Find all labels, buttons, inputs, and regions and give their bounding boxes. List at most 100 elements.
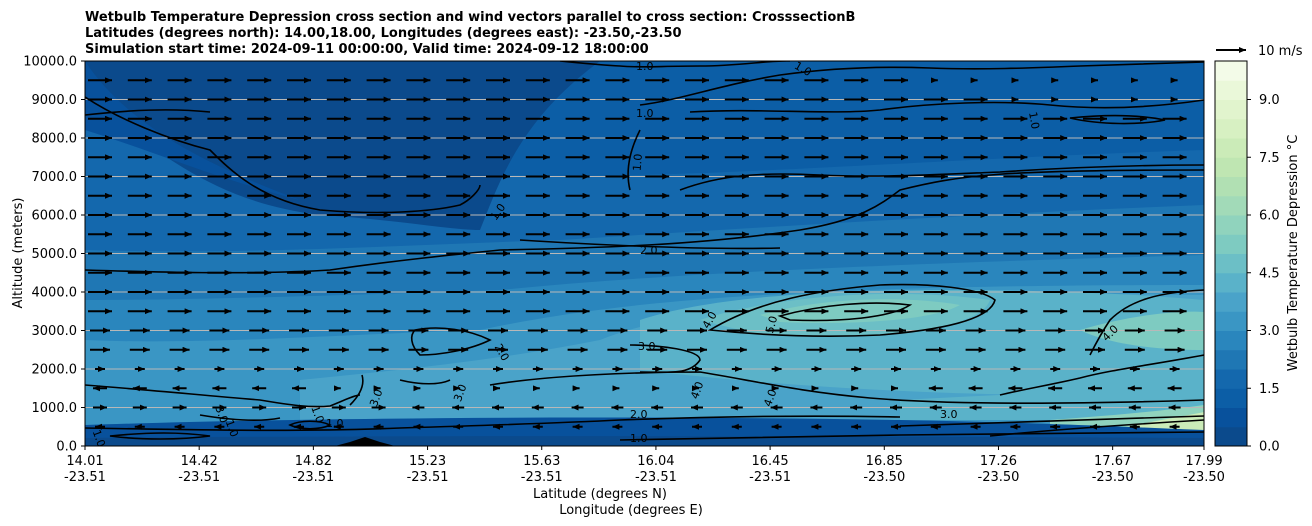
contour-line (199, 414, 281, 421)
contour-line (519, 239, 781, 250)
contour-label: 1.0 (630, 432, 648, 445)
colorbar-tick-label: 3.0 (1259, 324, 1280, 339)
x-tick-label-lat: 15.23 (409, 454, 446, 469)
y-tick-label: 3000.0 (32, 324, 78, 339)
y-tick-label: 9000.0 (32, 93, 78, 108)
contour-label: 1.0 (326, 417, 344, 430)
y-tick-label: 2000.0 (32, 363, 78, 378)
colorbar-swatch (1215, 234, 1247, 254)
colorbar-swatch (1215, 330, 1247, 351)
contour-label: 1.0 (630, 153, 644, 172)
contour-label: 1.0 (636, 107, 654, 120)
colorbar-swatch (1215, 272, 1247, 293)
contour-label: 3.0 (212, 404, 230, 425)
colorbar-swatch (1215, 138, 1247, 158)
colorbar-swatch (1215, 195, 1247, 216)
contour-label: 5.0 (763, 315, 780, 335)
contour-line (559, 61, 790, 68)
terrain (335, 437, 395, 446)
wind-vectors (88, 77, 1187, 430)
contour-label: 2.0 (630, 408, 648, 421)
y-tick-label: 4000.0 (32, 286, 78, 301)
colorbar-tick-label: 9.0 (1259, 93, 1280, 108)
x-axis-label-latitude: Latitude (degrees N) (533, 487, 667, 502)
colorbar-swatch (1215, 176, 1247, 197)
contour-label: 1.0 (308, 404, 326, 425)
title-line-2: Latitudes (degrees north): 14.00,18.00, … (85, 26, 682, 41)
colorbar-swatch (1215, 349, 1247, 370)
x-axis: 14.01-23.5114.42-23.5114.82-23.5115.23-2… (64, 446, 1225, 485)
contour-line (899, 415, 1204, 427)
y-tick-label: 10000.0 (23, 55, 77, 70)
y-tick-label: 1000.0 (32, 401, 78, 416)
x-tick-label-lon: -23.51 (178, 470, 220, 485)
contour-label: 1.0 (636, 60, 654, 73)
contour-line (85, 96, 481, 214)
contour-line (349, 374, 364, 406)
y-tick-label: 7000.0 (32, 170, 78, 185)
contour-line (399, 379, 451, 385)
x-tick-label-lon: -23.51 (521, 470, 563, 485)
contour-label: 4.0 (688, 380, 706, 401)
y-tick-label: 0.0 (56, 440, 77, 455)
colorbar-swatch (1215, 369, 1247, 389)
colorbar-swatch (1215, 215, 1247, 235)
contour-line (85, 384, 361, 408)
x-tick-label-lon: -23.51 (64, 470, 106, 485)
colorbar-tick-label: 0.0 (1259, 440, 1280, 455)
colorbar-frame (1214, 60, 1248, 447)
vector-key: 10 m/s (1216, 44, 1303, 59)
contour-line (489, 371, 1204, 404)
vector-key-label: 10 m/s (1258, 44, 1303, 59)
contour-label: 1.0 (90, 428, 108, 449)
contour-line (777, 302, 913, 322)
x-tick-label-lat: 17.26 (980, 454, 1017, 469)
x-tick-label-lat: 14.42 (181, 454, 218, 469)
colorbar-swatch (1215, 99, 1247, 120)
contour-line (109, 432, 211, 440)
fill-band-top-left (85, 61, 600, 230)
y-tick-label: 6000.0 (32, 209, 78, 224)
contour-label: 1.0 (223, 418, 241, 439)
y-tick-label: 8000.0 (32, 132, 78, 147)
colorbar: 0.0 1.5 3.0 4.5 6.0 7.5 9.0 (1214, 60, 1280, 455)
title-line-3: Simulation start time: 2024-09-11 00:00:… (85, 42, 649, 57)
title-line-1: Wetbulb Temperature Depression cross sec… (85, 10, 855, 25)
contour-label: 3.0 (940, 408, 958, 421)
x-tick-label-lon: -23.51 (292, 470, 334, 485)
colorbar-tick-label: 7.5 (1259, 151, 1280, 166)
colorbar-swatch (1215, 80, 1247, 100)
x-tick-label-lat: 17.99 (1185, 454, 1222, 469)
contour-label: 3.0 (367, 387, 385, 408)
x-tick-label-lat: 14.01 (66, 454, 103, 469)
x-tick-label-lon: -23.50 (1092, 470, 1134, 485)
contour-line (999, 354, 1204, 396)
contour-line (1069, 114, 1166, 125)
contour-label: 2.0 (640, 244, 658, 257)
contour-line (707, 283, 996, 337)
colorbar-swatch (1215, 61, 1247, 81)
x-tick-label-lat: 16.04 (637, 454, 674, 469)
colorbar-swatch (1215, 388, 1247, 408)
y-tick-label: 5000.0 (32, 247, 78, 262)
x-tick-label-lat: 17.67 (1094, 454, 1131, 469)
colorbar-swatch (1215, 407, 1247, 428)
colorbar-swatch (1215, 118, 1247, 139)
y-axis: 0.0 1000.0 2000.0 3000.0 4000.0 5000.0 6000.0 7… (23, 55, 85, 455)
x-tick-label-lon: -23.51 (749, 470, 791, 485)
x-tick-label-lon: -23.51 (635, 470, 677, 485)
x-tick-label-lon: -23.51 (407, 470, 449, 485)
colorbar-label: Wetbulb Temperature Depression °C (1286, 135, 1301, 372)
x-tick-label-lat: 16.45 (751, 454, 788, 469)
colorbar-swatch (1215, 426, 1247, 447)
colorbar-swatch (1215, 253, 1247, 274)
colorbar-tick-label: 4.5 (1259, 266, 1280, 281)
contour-line (639, 61, 1204, 106)
colorbar-swatch (1215, 311, 1247, 331)
x-tick-label-lon: -23.50 (863, 470, 905, 485)
colorbar-swatch (1215, 157, 1247, 177)
x-tick-label-lat: 15.63 (523, 454, 560, 469)
contour-line (989, 419, 1204, 437)
y-axis-label: Altitude (meters) (11, 198, 26, 309)
